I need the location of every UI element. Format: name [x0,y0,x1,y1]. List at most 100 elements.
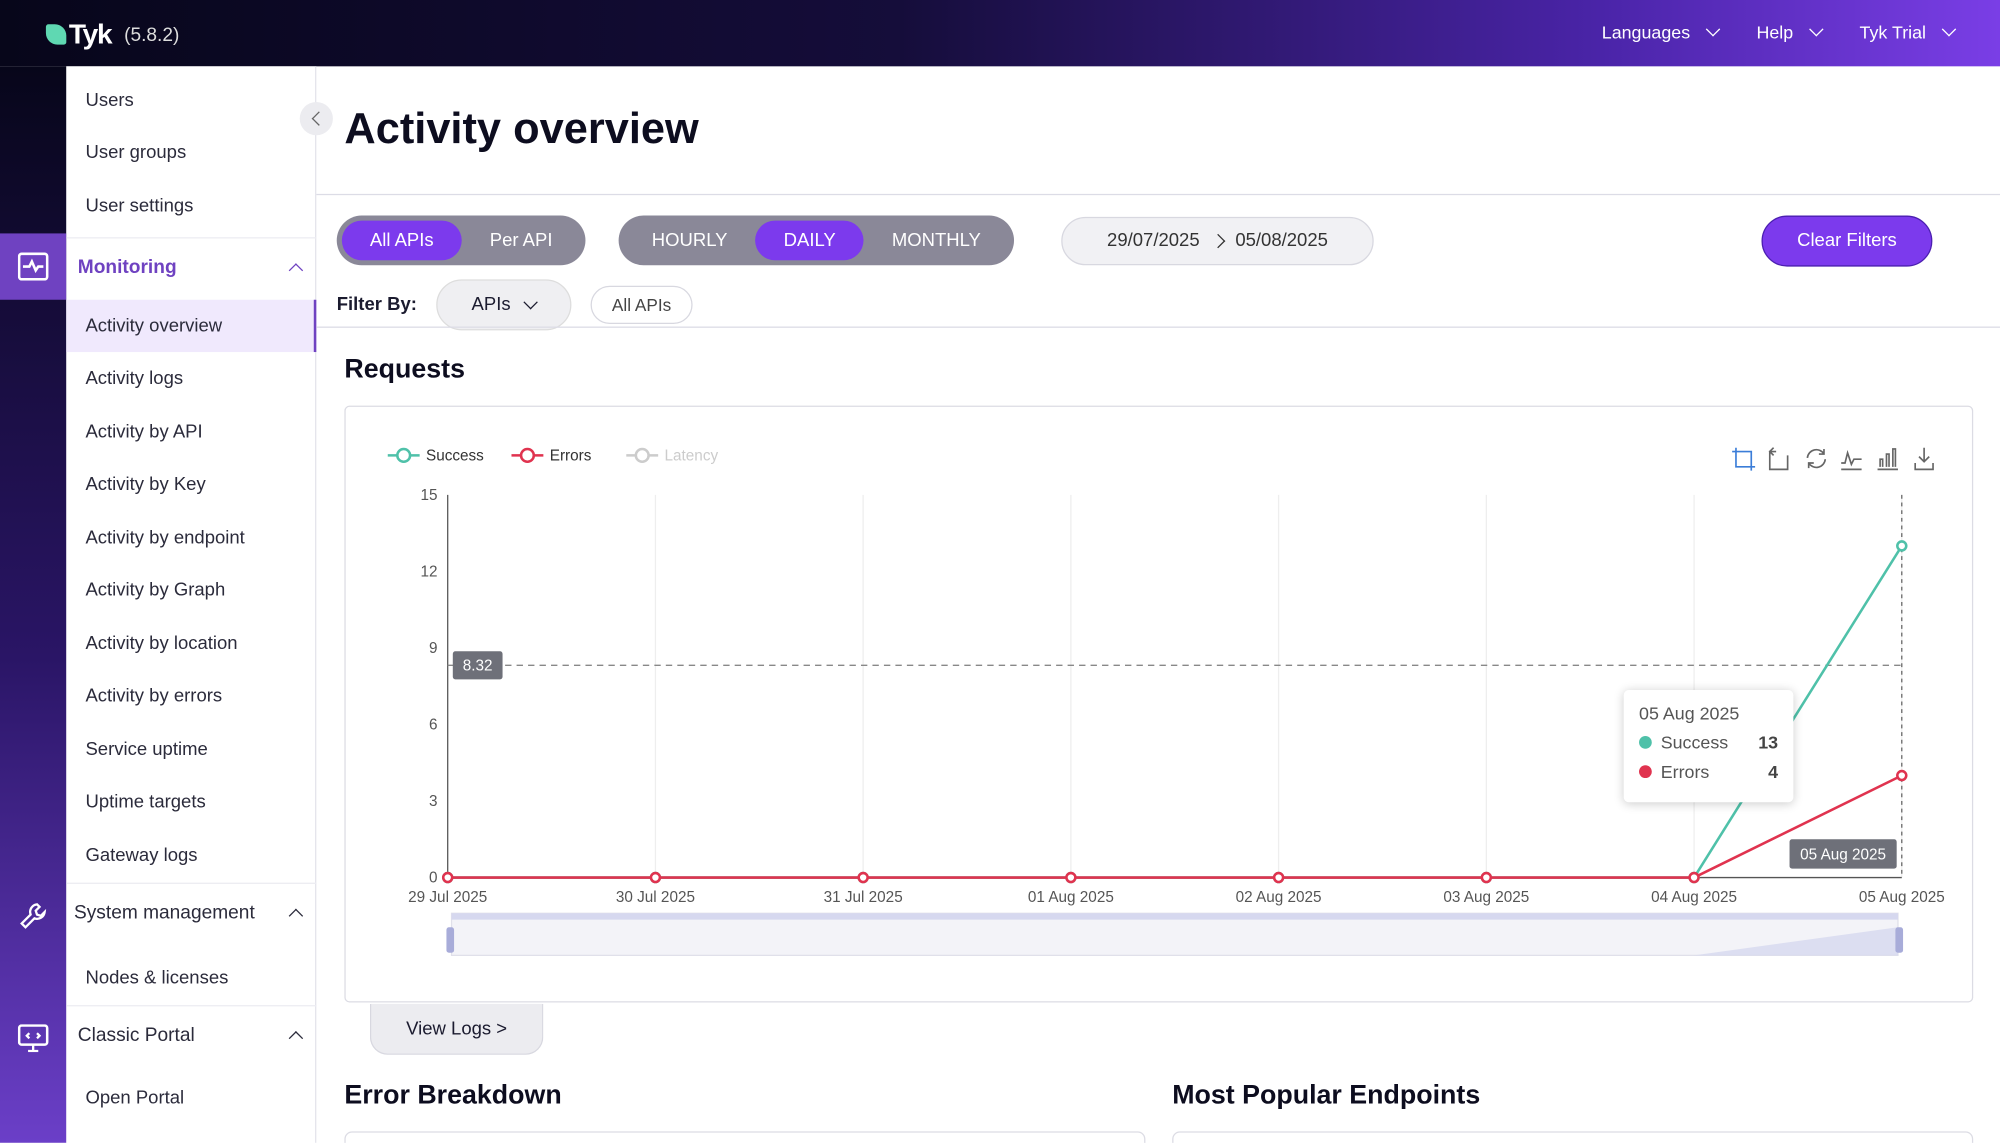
x-tick-label: 01 Aug 2025 [1028,889,1114,906]
view-logs-button[interactable]: View Logs > [369,1003,544,1055]
error-breakdown-panel [344,1131,1146,1143]
series-line-errors [447,774,1903,879]
sidebar-item-open-portal[interactable]: Open Portal [85,1087,185,1108]
zoom-icon[interactable] [1732,447,1756,471]
chevron-up-icon [288,907,304,923]
restore-icon[interactable] [1806,448,1827,469]
x-tick-label: 30 Jul 2025 [616,889,695,906]
data-point-errors[interactable] [857,871,869,884]
x-tick-label: 29 Jul 2025 [408,889,487,906]
data-zoom-handle-right[interactable] [1895,927,1904,953]
legend-marker-errors [519,447,536,464]
sidebar-item-uptime-targets[interactable]: Uptime targets [85,792,206,813]
filter-by-label: Filter By: [336,294,417,316]
chevron-down-icon [523,295,539,310]
sidebar-item-gateway-logs[interactable]: Gateway logs [85,845,198,866]
data-point-errors[interactable] [1272,871,1285,884]
line-chart-icon[interactable] [1841,449,1862,471]
sidebar-item-users[interactable]: Users [85,89,134,111]
data-point-errors[interactable] [1480,871,1493,884]
data-point-errors[interactable] [1896,769,1908,782]
sidebar-item-activity-by-errors[interactable]: Activity by errors [85,686,223,707]
scope-per-api[interactable]: Per API [489,230,553,251]
sidebar-section-monitoring[interactable]: Monitoring [66,237,317,296]
error-breakdown-title: Error Breakdown [344,1080,562,1110]
data-zoom-bar [451,913,1898,920]
wrench-icon[interactable] [0,883,66,949]
top-bar: Tyk (5.8.2) Languages Help Tyk Trial [0,0,2000,67]
axis-pointer-y-label: 8.32 [463,657,493,674]
version: (5.8.2) [124,23,180,46]
sidebar-item-nodes-licenses[interactable]: Nodes & licenses [85,967,229,988]
x-tick-label: 31 Jul 2025 [824,889,903,906]
requests-chart: 29 Jul 2025 30 Jul 2025 31 Jul 2025 01 Aug … [344,405,1974,1003]
axis-pointer-x-label: 05 Aug 2025 [1800,847,1886,864]
chevron-up-icon [288,262,304,277]
chevron-left-icon [311,111,327,126]
portal-monitor-icon[interactable] [0,1005,66,1071]
granularity-hourly[interactable]: HOURLY [651,230,728,251]
axis-pointer-x-label-bg [1789,839,1897,869]
data-zoom-handle-left[interactable] [446,927,455,953]
sidebar-item-activity-by-location[interactable]: Activity by location [85,633,238,654]
sidebar-item-activity-overview[interactable]: Activity overview [66,299,317,353]
x-tick-label: 03 Aug 2025 [1443,889,1529,906]
legend-marker-latency [634,447,650,464]
clear-filters-button[interactable]: Clear Filters [1761,215,1933,267]
chart-svg: 29 Jul 2025 30 Jul 2025 31 Jul 2025 01 Aug … [387,447,1945,956]
sidebar-item-activity-by-api[interactable]: Activity by API [85,421,203,442]
chevron-down-icon [1941,22,1957,37]
y-tick-label: 15 [420,487,437,504]
chevron-right-icon [1210,233,1225,249]
logo[interactable]: Tyk (5.8.2) [45,18,180,51]
languages-menu[interactable]: Languages [1602,22,1721,42]
sidebar-item-activity-by-endpoint[interactable]: Activity by endpoint [85,527,245,548]
sidebar-item-activity-by-key[interactable]: Activity by Key [85,474,206,495]
zoom-reset-icon[interactable] [1768,447,1789,471]
legend-item-latency[interactable]: Latency [665,447,719,464]
bar-chart-icon[interactable] [1877,448,1898,471]
data-point-errors[interactable] [1065,871,1077,884]
account-menu[interactable]: Tyk Trial [1860,22,1957,42]
filter-by-dropdown[interactable]: APIs [436,279,572,331]
page-title: Activity overview [344,104,699,154]
x-tick-label: 05 Aug 2025 [1859,889,1945,906]
data-point-errors[interactable] [441,871,454,884]
sidebar-item-activity-by-graph[interactable]: Activity by Graph [85,580,226,601]
sidebar-item-activity-logs[interactable]: Activity logs [85,368,184,390]
sidebar-section-classic-portal[interactable]: Classic Portal [66,1005,317,1064]
axis-pointer-y-label-bg [452,651,503,680]
monitoring-icon[interactable] [0,233,67,300]
filter-chip-all-apis[interactable]: All APIs [590,285,693,324]
download-icon[interactable] [1914,447,1934,471]
sidebar-item-user-settings[interactable]: User settings [85,195,194,217]
success-dot-icon [1639,735,1652,749]
granularity-monthly[interactable]: MONTHLY [891,230,981,251]
data-point-errors[interactable] [649,871,662,884]
sidebar-item-service-uptime[interactable]: Service uptime [85,739,208,760]
granularity-toggle: HOURLY DAILY MONTHLY [618,215,1015,266]
scope-all-apis[interactable]: All APIs [341,220,462,261]
chevron-down-icon [1705,22,1721,37]
tyk-leaf-icon [45,24,67,45]
x-tick-label: 04 Aug 2025 [1651,889,1737,906]
legend-marker-success [396,447,412,464]
collapse-sidebar-button[interactable] [299,102,333,136]
date-range-picker[interactable]: 29/07/2025 05/08/2025 [1061,216,1374,266]
popular-endpoints-panel [1172,1131,1974,1143]
x-tick-label: 02 Aug 2025 [1236,889,1322,906]
help-menu[interactable]: Help [1756,22,1824,42]
sidebar-item-user-groups[interactable]: User groups [85,142,187,163]
legend-item-success[interactable]: Success [426,447,484,464]
data-point-success[interactable] [1896,540,1908,552]
sidebar-section-system-management[interactable]: System management [66,882,317,942]
chevron-up-icon [288,1030,304,1045]
granularity-daily[interactable]: DAILY [755,220,864,261]
y-tick-label: 3 [429,793,438,810]
legend-item-errors[interactable]: Errors [550,447,592,464]
y-tick-label: 9 [429,640,438,657]
data-point-errors[interactable] [1688,871,1700,884]
popular-endpoints-title: Most Popular Endpoints [1172,1080,1481,1110]
icon-rail [0,66,67,1143]
requests-title: Requests [344,354,465,384]
